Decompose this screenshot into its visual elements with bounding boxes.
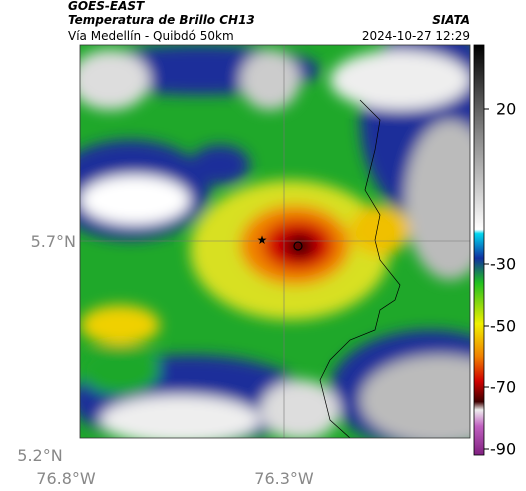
lon-label: 76.3°W [254,469,314,488]
lon-label: 76.8°W [36,469,96,488]
colorbar-label: -30 [490,255,516,274]
colorbar-label: -70 [490,378,516,397]
lat-label: 5.7°N [31,232,76,251]
map-frame [79,44,471,439]
route: Vía Medellín - Quibdó 50km [68,29,234,43]
colorbar-label: 20 [496,100,516,119]
lat-label: 5.2°N [17,446,62,465]
datetime: 2024-10-27 12:29 [362,29,470,43]
subtitle: Temperatura de Brillo CH13 [68,13,255,27]
satellite-image: ★ [80,45,470,438]
colorbar-label: -90 [490,440,516,459]
colorbar-ticks [484,108,489,450]
colorbar [473,44,485,456]
source: SIATA [432,13,470,27]
colorbar-label: -50 [490,317,516,336]
svg-text:★: ★ [257,233,268,247]
title: GOES-EAST [68,0,145,13]
